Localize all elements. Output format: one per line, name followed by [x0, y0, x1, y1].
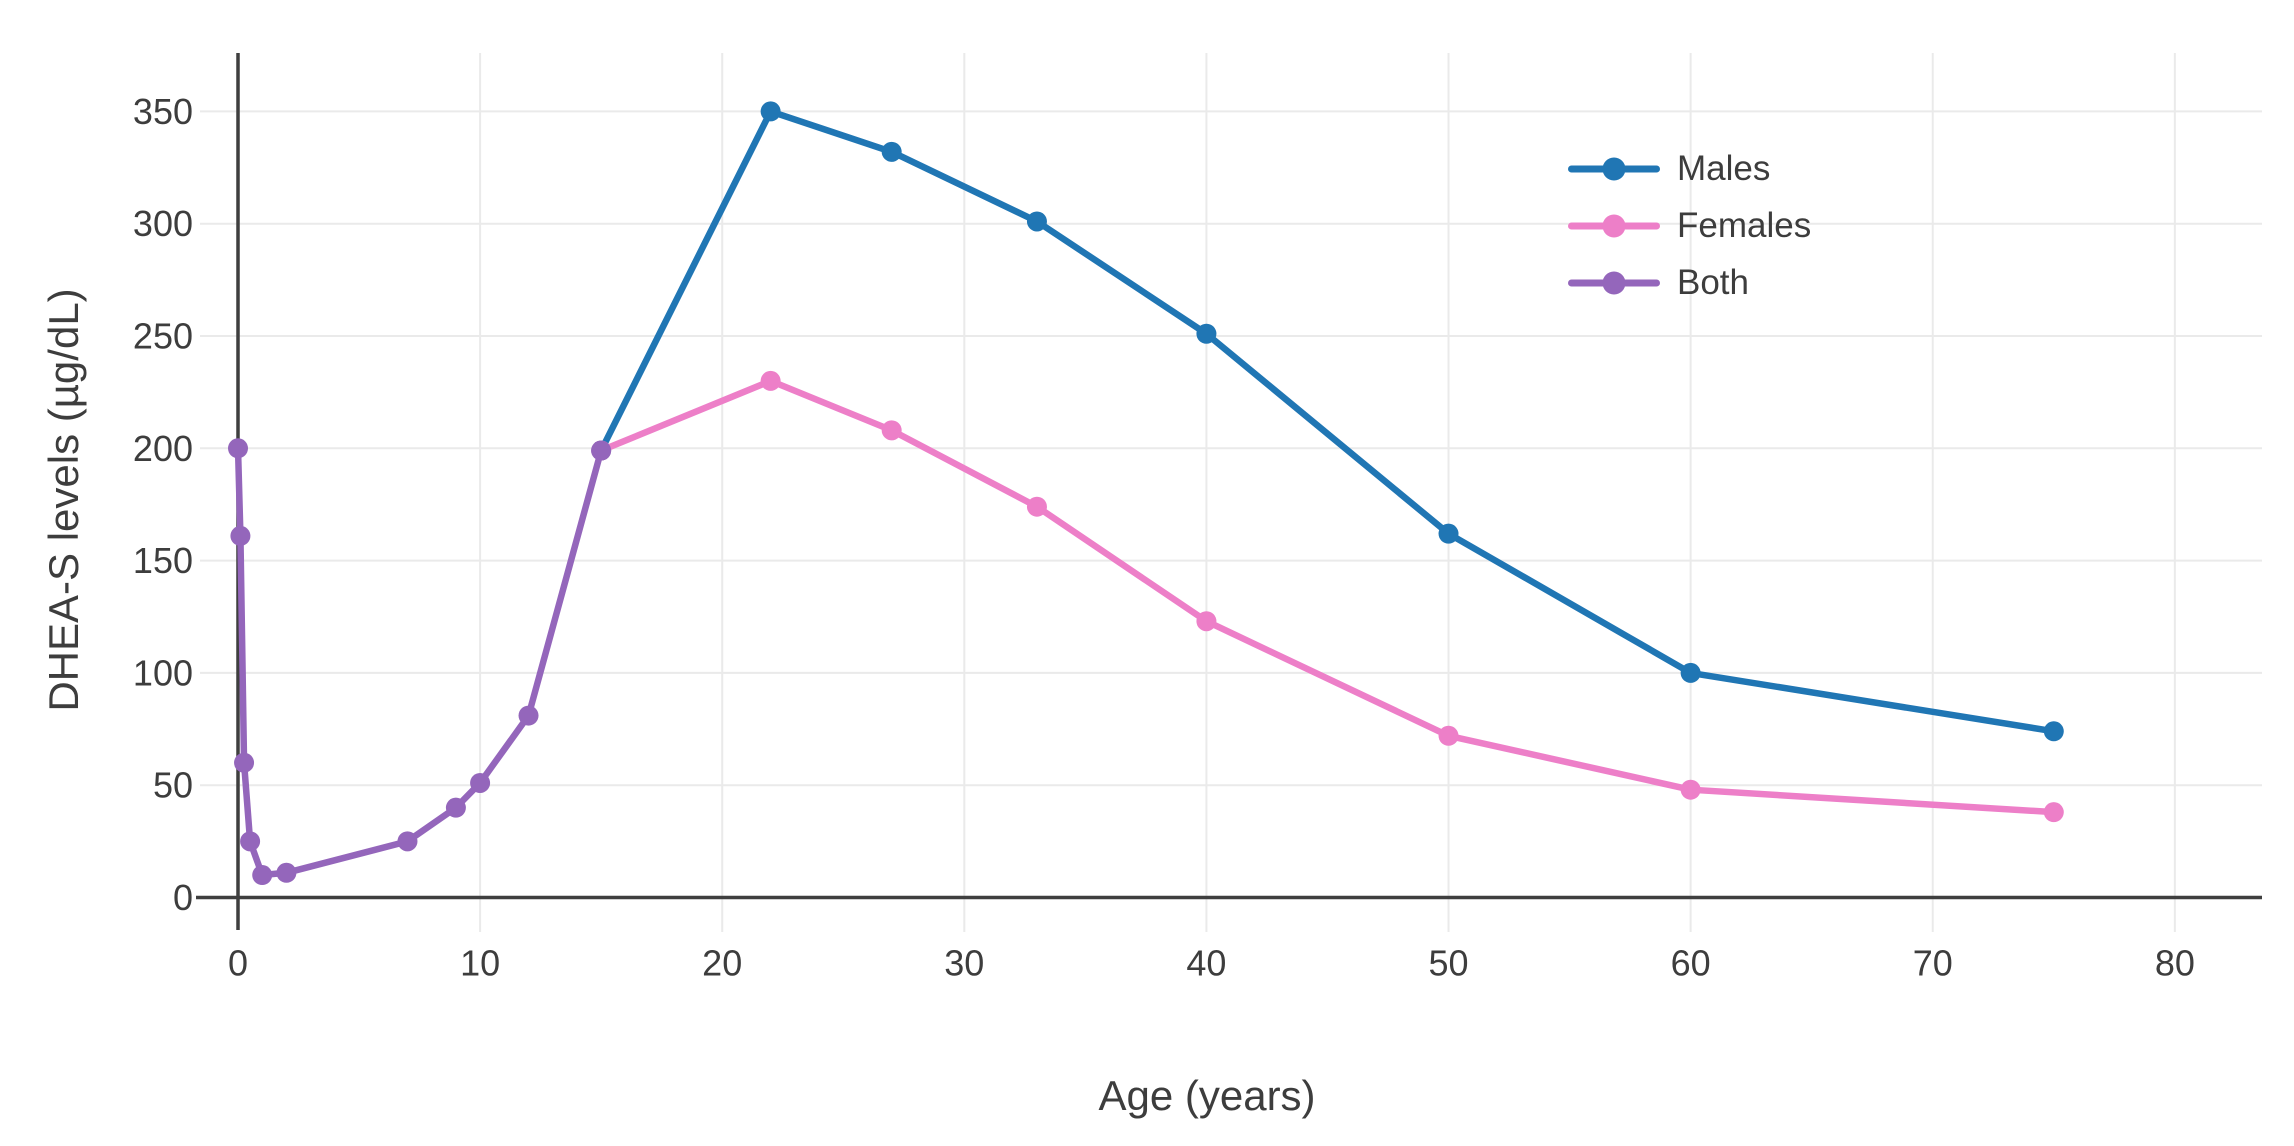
data-point-females — [1438, 725, 1459, 746]
series-line-males — [597, 108, 2058, 735]
x-tick-label: 80 — [2155, 943, 2195, 984]
y-tick-label: 300 — [133, 203, 193, 244]
x-tick-label: 20 — [702, 943, 742, 984]
y-tick-label: 100 — [133, 652, 193, 693]
x-axis-title: Age (years) — [1098, 1072, 1316, 1119]
data-point-males — [881, 141, 902, 162]
data-point-both — [276, 862, 297, 883]
data-point-females — [1026, 496, 1047, 517]
data-point-males — [1680, 662, 1701, 683]
males-line-marker-icon — [1568, 157, 1660, 181]
legend-label-males: Males — [1677, 149, 1771, 188]
both-line-marker-icon — [1568, 271, 1660, 295]
data-point-males — [760, 101, 781, 122]
series-females — [591, 370, 2064, 823]
series-line-females — [597, 377, 2058, 816]
data-point-both — [591, 440, 612, 461]
data-point-males — [1196, 323, 1217, 344]
y-tick-label: 50 — [153, 765, 193, 806]
y-tick-label: 150 — [133, 540, 193, 581]
data-point-males — [2043, 721, 2064, 742]
data-point-both — [228, 438, 248, 459]
y-tick-label: 350 — [133, 91, 193, 132]
data-point-females — [1196, 611, 1217, 632]
x-tick-label: 60 — [1671, 943, 1711, 984]
series-males — [591, 101, 2064, 742]
y-tick-label: 0 — [173, 877, 193, 918]
data-point-both — [240, 831, 261, 852]
data-point-both — [230, 525, 251, 546]
data-point-both — [518, 705, 539, 726]
legend-label-both: Both — [1677, 263, 1749, 302]
data-point-both — [470, 772, 491, 793]
data-point-both — [445, 797, 466, 818]
x-tick-label: 70 — [1913, 943, 1953, 984]
data-point-males — [1026, 211, 1047, 232]
data-point-both — [397, 831, 418, 852]
series-both — [228, 438, 612, 886]
data-point-both — [252, 865, 273, 886]
females-line-marker-icon — [1568, 214, 1660, 238]
tick-labels: 0 10 20 30 40 50 60 70 80 0 50 100 150 200 250 300 350 — [133, 91, 2195, 984]
gridlines — [200, 53, 2262, 932]
data-point-females — [760, 370, 781, 391]
x-tick-label: 50 — [1429, 943, 1469, 984]
data-point-females — [881, 420, 902, 441]
x-tick-label: 0 — [228, 943, 248, 984]
x-tick-label: 40 — [1186, 943, 1226, 984]
x-tick-label: 30 — [944, 943, 984, 984]
legend: Males Females Both — [1568, 140, 1811, 311]
legend-item-both[interactable]: Both — [1568, 254, 1811, 311]
data-point-females — [1680, 779, 1701, 800]
x-tick-label: 10 — [460, 943, 500, 984]
legend-item-females[interactable]: Females — [1568, 197, 1811, 254]
legend-label-females: Females — [1677, 206, 1812, 245]
legend-item-males[interactable]: Males — [1568, 140, 1811, 197]
data-point-males — [1438, 523, 1459, 544]
y-tick-label: 200 — [133, 428, 193, 469]
y-axis-title: DHEA-S levels (µg/dL) — [40, 288, 87, 712]
y-tick-label: 250 — [133, 315, 193, 356]
data-point-females — [2043, 802, 2064, 823]
data-point-both — [234, 752, 255, 773]
series-line-both — [234, 445, 605, 879]
